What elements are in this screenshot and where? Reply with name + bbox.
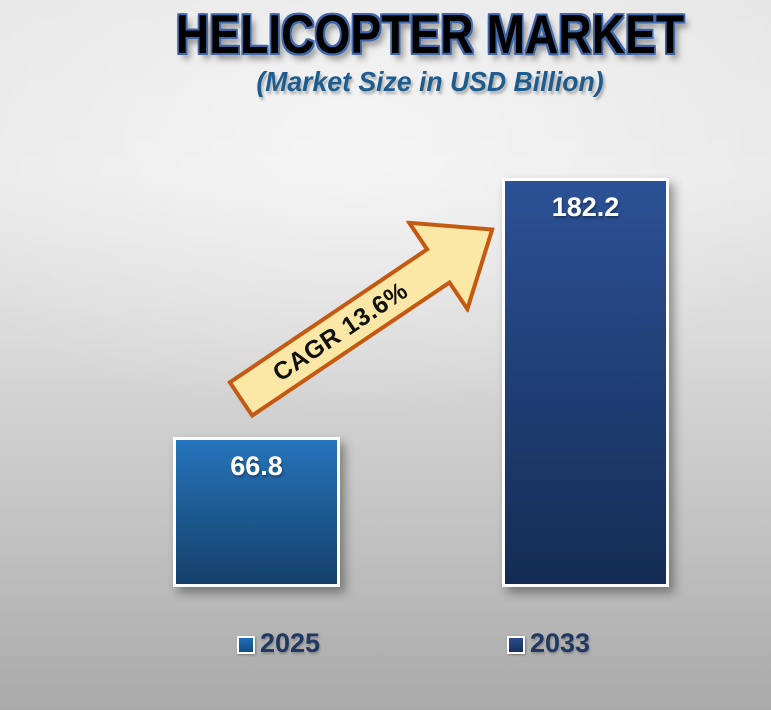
- bar-2033: 182.2: [502, 178, 669, 587]
- cagr-growth-annotation: CAGR 13.6%: [209, 182, 526, 445]
- legend-item-2025: 2025: [237, 628, 320, 659]
- bar-value-label-2033: 182.2: [551, 192, 620, 222]
- legend-label-2025: 2025: [260, 628, 321, 658]
- legend-label-2033: 2033: [530, 628, 591, 658]
- chart-title: HELICOPTER MARKET: [175, 3, 685, 65]
- legend-swatch-2025: [237, 636, 255, 654]
- chart-subtitle: (Market Size in USD Billion): [256, 65, 604, 97]
- bar-2025: 66.8: [173, 437, 340, 587]
- bar-value-label-2025: 66.8: [230, 451, 283, 481]
- growth-arrow-icon: [227, 220, 495, 419]
- cagr-label: CAGR 13.6%: [267, 276, 413, 387]
- legend-item-2033: 2033: [507, 628, 590, 659]
- legend-swatch-2033: [507, 636, 525, 654]
- chart-header: HELICOPTER MARKET (Market Size in USD Bi…: [88, 3, 771, 98]
